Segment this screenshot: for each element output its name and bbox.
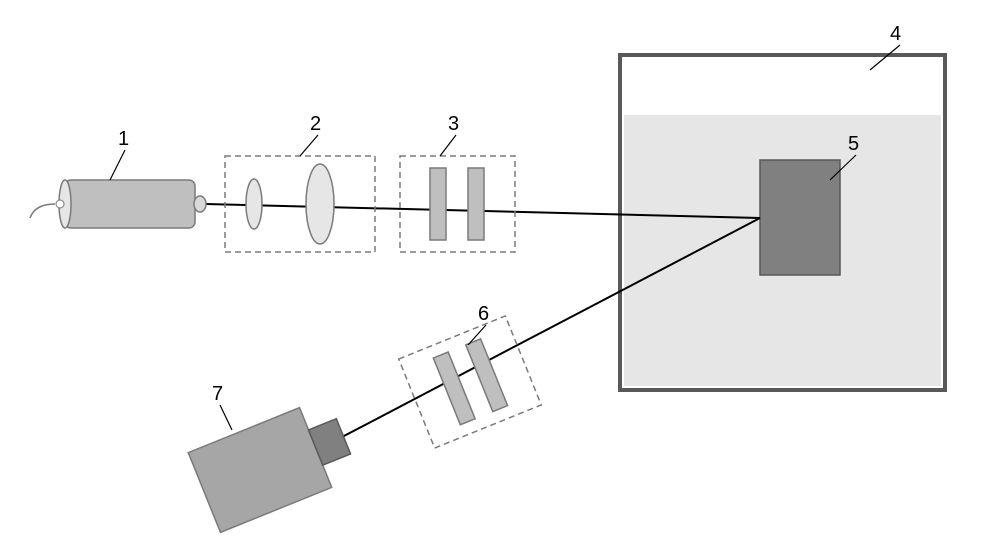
filter-group: [399, 316, 542, 448]
detector-leader: [220, 405, 232, 430]
polarizer-group-box: [400, 156, 515, 252]
lens-group-leader: [300, 135, 318, 156]
laser-body: [65, 180, 195, 228]
filter-group-box: [399, 316, 542, 448]
polarizer-group-leader: [440, 135, 456, 156]
laser-tip: [194, 196, 206, 212]
filter-bar-2: [466, 339, 508, 412]
laser-wire: [30, 204, 55, 218]
laser-leader: [110, 150, 125, 180]
laser-label: 1: [118, 128, 129, 150]
chamber-label: 4: [890, 23, 901, 45]
laser-back-dot: [56, 200, 64, 208]
detector-body: [188, 408, 331, 533]
detector-group: [188, 396, 359, 532]
polarizer-group-label: 3: [448, 113, 459, 135]
sample-label: 5: [848, 133, 859, 155]
polarizer-bar-2: [468, 168, 484, 240]
lens-group-label: 2: [310, 113, 321, 135]
detector-label: 7: [212, 383, 223, 405]
sample-block: [760, 160, 840, 275]
filter-group-label: 6: [478, 303, 489, 325]
lens-1: [246, 179, 262, 229]
polarizer-bar-1: [430, 168, 446, 240]
lens-2: [306, 164, 334, 244]
filter-bar-1: [433, 352, 475, 425]
